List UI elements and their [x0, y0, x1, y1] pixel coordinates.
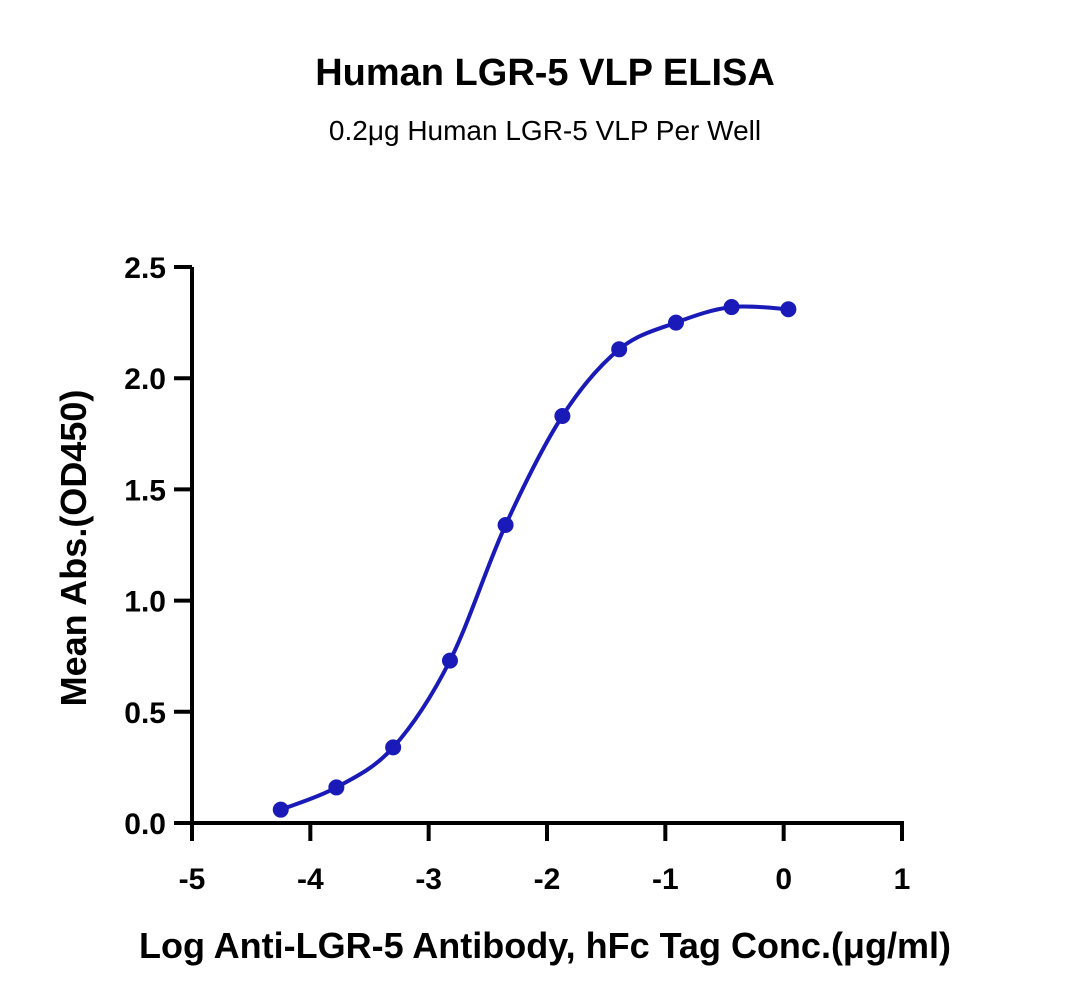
data-point: [441, 652, 458, 669]
data-point: [780, 301, 797, 318]
y-tick-label: 1.5: [124, 474, 166, 507]
y-tick-label: 0.5: [124, 697, 166, 730]
data-point: [497, 516, 514, 533]
data-point: [385, 739, 402, 756]
data-point: [554, 408, 571, 425]
x-tick-label: 0: [775, 863, 792, 896]
y-tick-label: 2.5: [124, 252, 166, 285]
data-point: [667, 314, 684, 331]
fit-curve: [280, 304, 789, 812]
x-tick-label: -4: [297, 863, 324, 896]
data-point: [611, 341, 628, 358]
x-axis-ticks: -5 -4 -3 -2 -1 0 1: [179, 823, 911, 896]
x-tick-label: -2: [534, 863, 561, 896]
y-tick-label: 2.0: [124, 363, 166, 396]
fit-curve-layer: [280, 304, 789, 812]
data-points-layer: [272, 299, 797, 818]
x-tick-label: -1: [652, 863, 679, 896]
x-tick-label: -3: [415, 863, 442, 896]
x-tick-label: -5: [179, 863, 206, 896]
data-point: [272, 801, 289, 818]
data-point: [723, 299, 740, 316]
x-tick-label: 1: [894, 863, 911, 896]
y-tick-label: 1.0: [124, 586, 166, 619]
y-tick-label: 0.0: [124, 808, 166, 841]
y-axis-title: Mean Abs.(OD450): [53, 390, 94, 707]
chart-title: Human LGR-5 VLP ELISA: [315, 52, 775, 94]
axes: [190, 267, 904, 825]
data-point: [328, 779, 345, 796]
chart-subtitle: 0.2μg Human LGR-5 VLP Per Well: [329, 115, 761, 146]
x-axis-title: Log Anti-LGR-5 Antibody, hFc Tag Conc.(μ…: [139, 925, 951, 966]
y-axis-ticks: 0.0 0.5 1.0 1.5 2.0 2.5: [124, 252, 192, 841]
